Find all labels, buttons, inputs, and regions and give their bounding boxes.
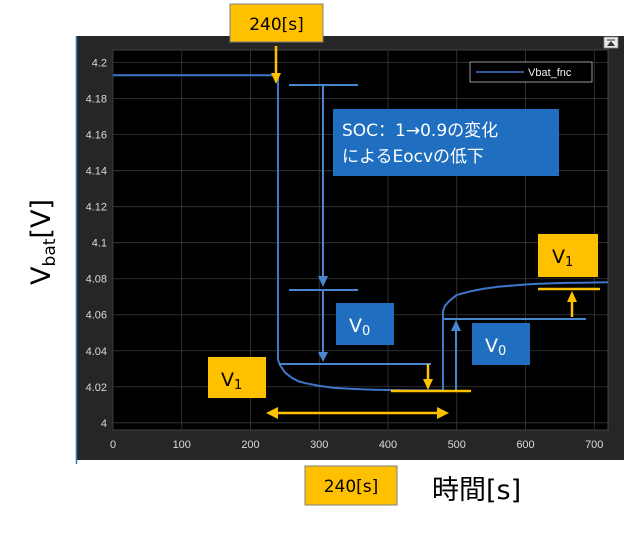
bottom-240-label: 240[s] xyxy=(304,465,398,506)
y-tick-label: 4.18 xyxy=(86,94,107,106)
y-tick-labels: 4 4.02 4.04 4.06 4.08 4.1 4.12 4.14 4.16 4.18 4.2 xyxy=(86,58,107,430)
v0-left-label-subscript: 0 xyxy=(362,324,370,339)
legend-label: Vbat_fnc xyxy=(528,67,572,79)
y-axis-label-subscript: bat xyxy=(40,238,60,266)
v0-right-label-subscript: 0 xyxy=(498,344,506,359)
x-tick-labels: 0 100 200 300 400 500 600 700 xyxy=(110,439,603,451)
v1-right-label-box xyxy=(538,234,598,277)
duration-arrow-head-left xyxy=(266,407,278,419)
y-tick-label: 4.06 xyxy=(86,310,107,322)
v1-right-label-text: V1 xyxy=(552,246,573,270)
y-tick-label: 4.14 xyxy=(86,166,107,178)
bottom-240-label-box xyxy=(304,465,398,506)
soc-annotation-line1: SOC：1→0.9の変化 xyxy=(342,121,498,141)
x-tick-label: 200 xyxy=(241,439,259,451)
top-240-label: 240[s] xyxy=(229,3,324,43)
y-tick-label: 4.08 xyxy=(86,274,107,286)
v0-right-arrow-head xyxy=(451,320,461,331)
legend: Vbat_fnc xyxy=(469,61,593,83)
y-tick-label: 4.12 xyxy=(86,202,107,214)
undock-icon[interactable] xyxy=(603,36,619,49)
duration-arrow-head-right xyxy=(437,407,449,419)
soc-drop-arrow-head xyxy=(318,276,328,287)
soc-annotation-box xyxy=(333,109,559,176)
v0-left-label-box xyxy=(336,303,394,345)
v1-left-label-subscript: 1 xyxy=(234,378,242,393)
yellow-annotation-lines xyxy=(266,46,600,419)
v1-left-label-box xyxy=(208,357,266,398)
bottom-240-label-text: 240[s] xyxy=(324,477,379,497)
v1-right-arrow-head xyxy=(567,291,577,302)
x-tick-label: 300 xyxy=(310,439,328,451)
top-240-arrow-head xyxy=(271,73,281,84)
v0-right-label: V0 xyxy=(472,323,530,365)
top-240-label-box xyxy=(229,3,324,43)
v1-right-label-subscript: 1 xyxy=(565,255,573,270)
v0-right-label-text: V0 xyxy=(485,335,506,359)
x-tick-label: 400 xyxy=(379,439,397,451)
v1-left-label: V1 xyxy=(208,357,266,398)
y-tick-label: 4 xyxy=(101,418,107,430)
x-tick-label: 100 xyxy=(173,439,191,451)
v0-left-label-text: V0 xyxy=(349,315,370,339)
x-axis-label: 時間[s] xyxy=(432,475,521,506)
y-tick-label: 4.16 xyxy=(86,130,107,142)
soc-annotation: SOC：1→0.9の変化 によるEocvの低下 xyxy=(333,109,559,176)
v1-left-label-text: V1 xyxy=(221,369,242,393)
v0-right-label-box xyxy=(472,323,530,365)
v1-right-label: V1 xyxy=(538,234,598,277)
legend-box xyxy=(469,61,593,83)
y-tick-label: 4.02 xyxy=(86,382,107,394)
plot-area xyxy=(112,49,609,431)
v1-left-arrow-head xyxy=(423,379,433,390)
v0-left-arrow-head xyxy=(318,352,328,362)
x-tick-label: 600 xyxy=(516,439,534,451)
top-240-label-text: 240[s] xyxy=(249,15,304,35)
soc-annotation-line2: によるEocvの低下 xyxy=(342,147,484,167)
x-tick-label: 0 xyxy=(110,439,116,451)
annotation-lines xyxy=(279,84,586,390)
y-tick-label: 4.1 xyxy=(92,238,107,250)
y-tick-label: 4.2 xyxy=(92,58,107,70)
y-tick-label: 4.04 xyxy=(86,346,107,358)
x-tick-label: 500 xyxy=(448,439,466,451)
y-axis-label: Vbat[V] xyxy=(26,199,60,285)
y-axis-label-unit: [V] xyxy=(26,199,57,239)
x-tick-label: 700 xyxy=(585,439,603,451)
v0-left-label: V0 xyxy=(336,303,394,345)
